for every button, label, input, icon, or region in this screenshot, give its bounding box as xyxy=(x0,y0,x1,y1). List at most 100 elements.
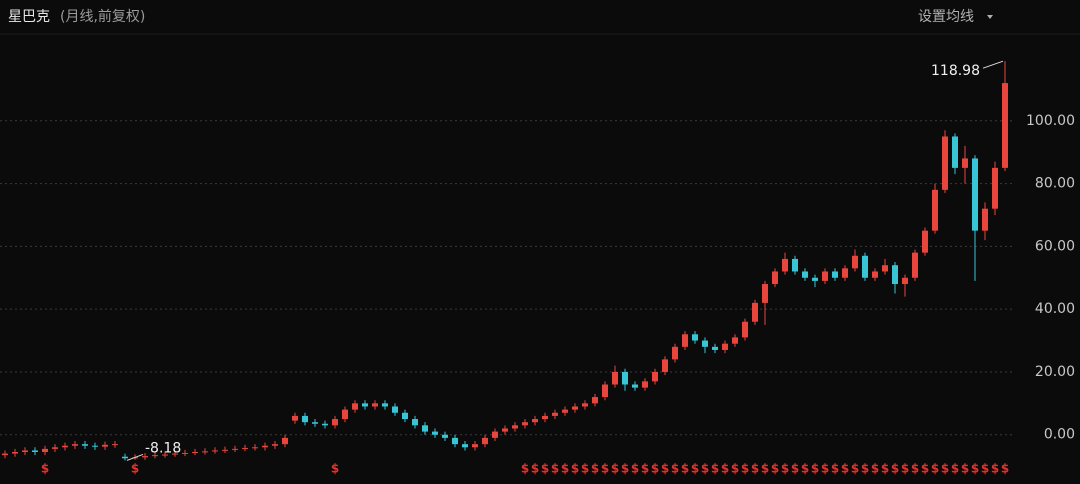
dividend-marker: $ xyxy=(131,462,139,476)
dividend-marker: $ xyxy=(681,462,689,476)
dividend-marker: $ xyxy=(1001,462,1009,476)
dividend-marker: $ xyxy=(911,462,919,476)
candle-body xyxy=(382,403,388,407)
dividend-marker: $ xyxy=(921,462,929,476)
candle-body xyxy=(842,268,848,278)
candle-body xyxy=(862,255,868,278)
candle-body xyxy=(432,431,438,435)
dividend-marker: $ xyxy=(941,462,949,476)
candle-body xyxy=(992,167,998,209)
dividend-marker: $ xyxy=(841,462,849,476)
candle-body xyxy=(32,450,38,453)
dividend-marker: $ xyxy=(41,462,49,476)
candle-body xyxy=(72,444,78,446)
candle-body xyxy=(922,230,928,253)
candle-body xyxy=(952,136,958,168)
dividend-marker: $ xyxy=(701,462,709,476)
dividend-marker: $ xyxy=(741,462,749,476)
candle-body xyxy=(802,271,808,278)
chart-subtitle: (月线,前复权) xyxy=(60,8,145,25)
dividend-marker: $ xyxy=(551,462,559,476)
candle-body xyxy=(342,409,348,420)
candle-body xyxy=(892,265,898,285)
candle-body xyxy=(702,340,708,347)
dividend-marker: $ xyxy=(971,462,979,476)
dividend-marker: $ xyxy=(691,462,699,476)
candle-body xyxy=(882,265,888,272)
candle-body xyxy=(2,453,8,456)
candle-body xyxy=(152,455,158,457)
dividend-marker: $ xyxy=(751,462,759,476)
candle-body xyxy=(812,277,818,281)
y-tick-label: 80.00 xyxy=(1035,176,1075,192)
dividend-marker: $ xyxy=(811,462,819,476)
dividend-marker: $ xyxy=(721,462,729,476)
settings-button-label[interactable]: 设置均线 xyxy=(918,9,974,25)
dividend-marker: $ xyxy=(961,462,969,476)
candle-body xyxy=(312,422,318,424)
candle-body xyxy=(412,419,418,426)
candle-body xyxy=(772,271,778,285)
low-label: -8.18 xyxy=(145,440,181,456)
candle-body xyxy=(602,384,608,398)
dividend-marker: $ xyxy=(771,462,779,476)
dividend-marker: $ xyxy=(641,462,649,476)
candle-body xyxy=(142,456,148,458)
dividend-marker: $ xyxy=(881,462,889,476)
candle-body xyxy=(362,403,368,407)
dividend-marker: $ xyxy=(331,462,339,476)
candle-body xyxy=(762,284,768,303)
dividend-marker: $ xyxy=(611,462,619,476)
candle-body xyxy=(162,454,168,456)
candle-body xyxy=(982,208,988,231)
candle-body xyxy=(202,451,208,453)
dividend-marker: $ xyxy=(831,462,839,476)
candle-body xyxy=(502,428,508,432)
dropdown-arrow xyxy=(987,15,993,19)
dividend-marker: $ xyxy=(871,462,879,476)
dividend-marker: $ xyxy=(671,462,679,476)
candle-body xyxy=(12,452,18,454)
y-tick-label: 100.00 xyxy=(1026,113,1075,129)
dividend-marker: $ xyxy=(991,462,999,476)
candle-body xyxy=(522,422,528,426)
candle-body xyxy=(442,434,448,438)
settings-button[interactable]: 设置均线 xyxy=(918,9,993,25)
candle-body xyxy=(592,397,598,404)
dividend-marker: $ xyxy=(651,462,659,476)
y-tick-label: 20.00 xyxy=(1035,364,1075,380)
candle-body xyxy=(942,136,948,190)
candle-body xyxy=(352,403,358,410)
candle-body xyxy=(682,334,688,347)
candle-body xyxy=(212,450,218,452)
candle-body xyxy=(692,334,698,341)
candle-body xyxy=(42,448,48,453)
dividend-marker: $ xyxy=(601,462,609,476)
dividend-marker: $ xyxy=(711,462,719,476)
dividend-marker: $ xyxy=(591,462,599,476)
candle-body xyxy=(452,437,458,445)
dividend-marker: $ xyxy=(561,462,569,476)
candle-body xyxy=(492,431,498,438)
candle-body xyxy=(642,381,648,388)
candle-body xyxy=(192,452,198,454)
candle-body xyxy=(322,423,328,426)
y-tick-label: 40.00 xyxy=(1035,301,1075,317)
candle-body xyxy=(232,448,238,450)
candle-body xyxy=(792,258,798,272)
dividend-marker: $ xyxy=(541,462,549,476)
dividend-marker: $ xyxy=(621,462,629,476)
candle-body xyxy=(512,425,518,429)
dividend-marker: $ xyxy=(801,462,809,476)
candle-body xyxy=(332,419,338,426)
dividend-marker: $ xyxy=(661,462,669,476)
candle-body xyxy=(272,444,278,446)
dividend-marker: $ xyxy=(781,462,789,476)
dividend-marker: $ xyxy=(981,462,989,476)
candle-body xyxy=(282,437,288,445)
candle-body xyxy=(722,343,728,350)
candle-body xyxy=(52,447,58,449)
candle-body xyxy=(422,425,428,432)
